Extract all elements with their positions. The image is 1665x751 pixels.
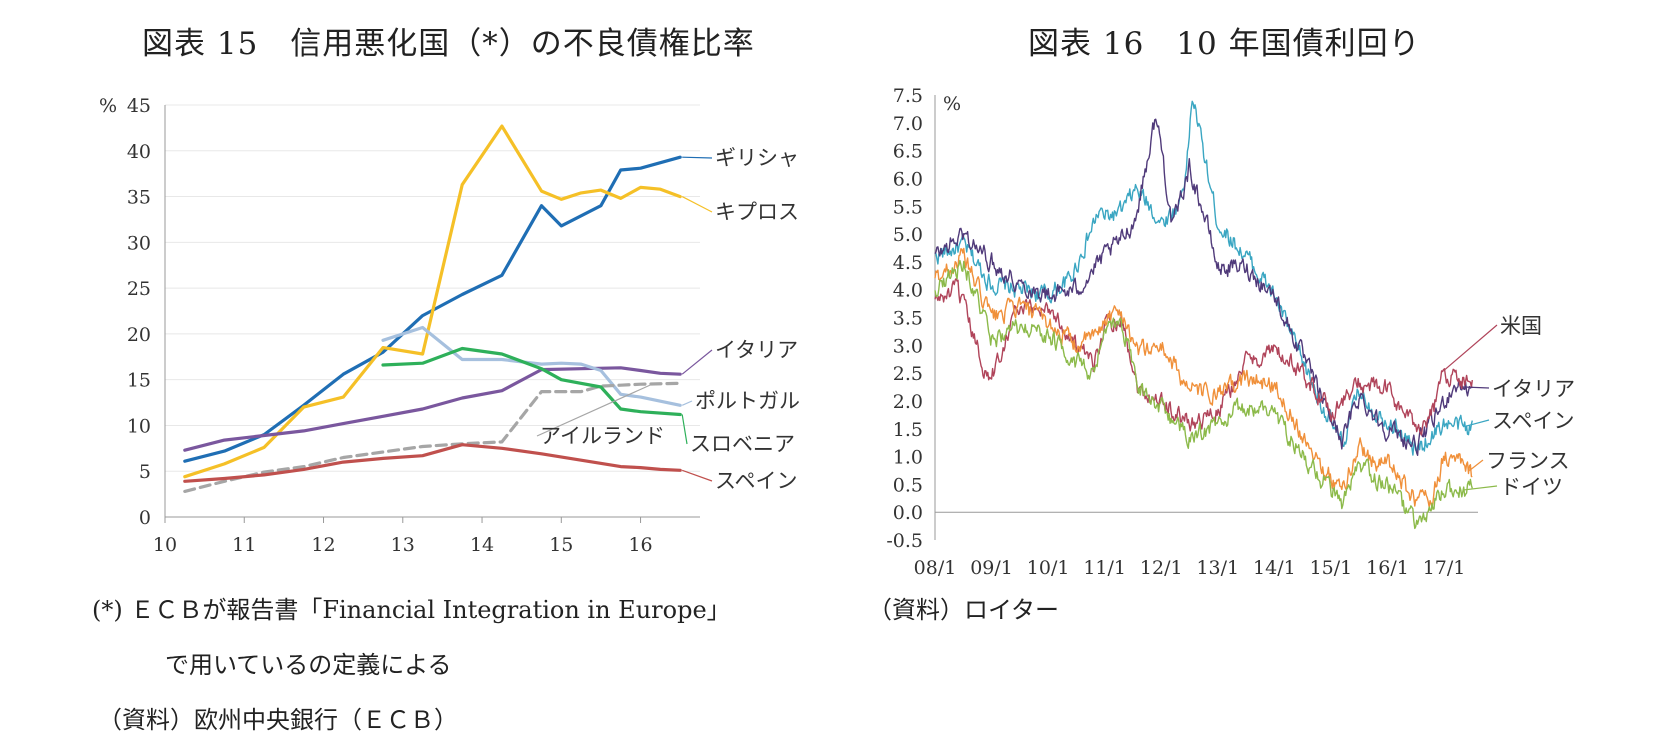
y-axis-unit: % (943, 93, 961, 115)
source-note-left: （資料）欧州中央銀行（ＥＣＢ） (98, 706, 458, 734)
x-tick-label: 12/1 (1140, 557, 1183, 579)
series-label: イタリア (715, 338, 798, 362)
series-label: 米国 (1500, 314, 1542, 338)
footnote-line2: で用いているの定義による (165, 651, 452, 679)
y-tick-label: 4.0 (893, 280, 923, 302)
x-tick-label: 11 (232, 534, 256, 556)
leader-line (1443, 324, 1498, 371)
y-tick-label: 0 (139, 507, 151, 529)
leader-line (681, 349, 713, 375)
series-label: スロベニア (690, 432, 795, 456)
y-tick-label: 2.0 (893, 391, 923, 413)
series-line (183, 443, 682, 483)
y-tick-label: 1.0 (893, 447, 923, 469)
y-tick-label: 35 (127, 187, 151, 209)
y-tick-label: 1.5 (893, 419, 923, 441)
leader-line (682, 156, 713, 159)
series-label: イタリア (1492, 377, 1575, 401)
series-line (183, 124, 682, 479)
y-tick-label: 0.0 (893, 502, 923, 524)
leader-line (681, 400, 693, 406)
y-tick-label: 6.0 (893, 168, 923, 190)
leader-line (1466, 419, 1490, 427)
y-tick-label: 3.5 (893, 308, 923, 330)
x-tick-label: 14 (470, 534, 494, 556)
leader-line (681, 414, 688, 445)
y-tick-label: 3.0 (893, 335, 923, 357)
chart-title-right: 図表 16 10 年国債利回り (1028, 26, 1421, 62)
x-tick-label: 08/1 (914, 557, 957, 579)
leader-line (536, 383, 653, 437)
x-tick-label: 17/1 (1423, 557, 1466, 579)
x-tick-label: 13/1 (1196, 557, 1239, 579)
y-tick-label: 2.5 (893, 363, 923, 385)
series-label: フランス (1486, 449, 1570, 473)
x-tick-label: 11/1 (1083, 557, 1126, 579)
y-tick-label: 7.0 (893, 113, 923, 135)
y-tick-label: 0.5 (893, 474, 923, 496)
y-tick-label: 7.5 (893, 85, 923, 107)
y-tick-label: 20 (127, 324, 151, 346)
x-tick-label: 12 (311, 534, 335, 556)
x-tick-label: 10/1 (1027, 557, 1070, 579)
footnote-line1: (*) ＥＣＢが報告書「Financial Integration in Eur… (92, 596, 731, 624)
x-tick-label: 16 (628, 534, 652, 556)
series-label: アイルランド (540, 424, 665, 448)
series-label: キプロス (715, 200, 799, 224)
chart-bond-yields: -0.5 0.0 0.5 1.0 1.5 2.0 2.5 3.0 3.5 4.0 4.5 5.0 5.5… (886, 85, 1575, 579)
x-tick-label: 14/1 (1253, 557, 1296, 579)
y-tick-label: 5.5 (893, 196, 923, 218)
series-line (183, 155, 682, 463)
y-tick-label: 40 (127, 141, 151, 163)
y-tick-label: 5 (139, 461, 151, 483)
x-tick-label: 15/1 (1310, 557, 1353, 579)
x-tick-label: 10 (153, 534, 177, 556)
leader-line (681, 469, 713, 482)
chart-npl-ratio: 0 5 10 15 20 25 30 35 40 45 10 11 12 13 14 15 16% ギリシャキプロ… (99, 95, 800, 556)
series-label: スペイン (1492, 409, 1575, 433)
y-tick-label: 4.5 (893, 252, 923, 274)
y-tick-label: 25 (127, 278, 151, 300)
series-line (381, 346, 682, 417)
y-tick-label: 30 (127, 232, 151, 254)
y-tick-label: 5.0 (893, 224, 923, 246)
y-tick-label: -0.5 (886, 530, 923, 552)
series-line (934, 100, 1473, 456)
leader-line (1463, 386, 1490, 389)
leader-line (681, 196, 713, 213)
series-line (934, 247, 1473, 509)
source-note-right: （資料）ロイター (868, 596, 1060, 624)
series-label: ドイツ (1500, 475, 1563, 499)
x-tick-label: 15 (549, 534, 573, 556)
leader-line (1469, 459, 1484, 471)
y-tick-label: 15 (127, 370, 151, 392)
x-tick-label: 13 (391, 534, 415, 556)
series-line (934, 118, 1473, 456)
y-axis-unit: % (99, 95, 117, 117)
series-label: ギリシャ (715, 146, 799, 170)
leader-line (1463, 485, 1498, 491)
y-tick-label: 6.5 (893, 141, 923, 163)
series-label: スペイン (715, 469, 798, 493)
series-label: ポルトガル (695, 389, 800, 413)
x-tick-label: 09/1 (970, 557, 1013, 579)
x-tick-label: 16/1 (1366, 557, 1409, 579)
y-tick-label: 10 (127, 415, 151, 437)
y-tick-label: 45 (127, 95, 151, 117)
series-line (934, 259, 1473, 530)
series-line (934, 278, 1473, 436)
chart-title-left: 図表 15 信用悪化国（*）の不良債権比率 (142, 26, 755, 62)
series-line (183, 366, 682, 452)
